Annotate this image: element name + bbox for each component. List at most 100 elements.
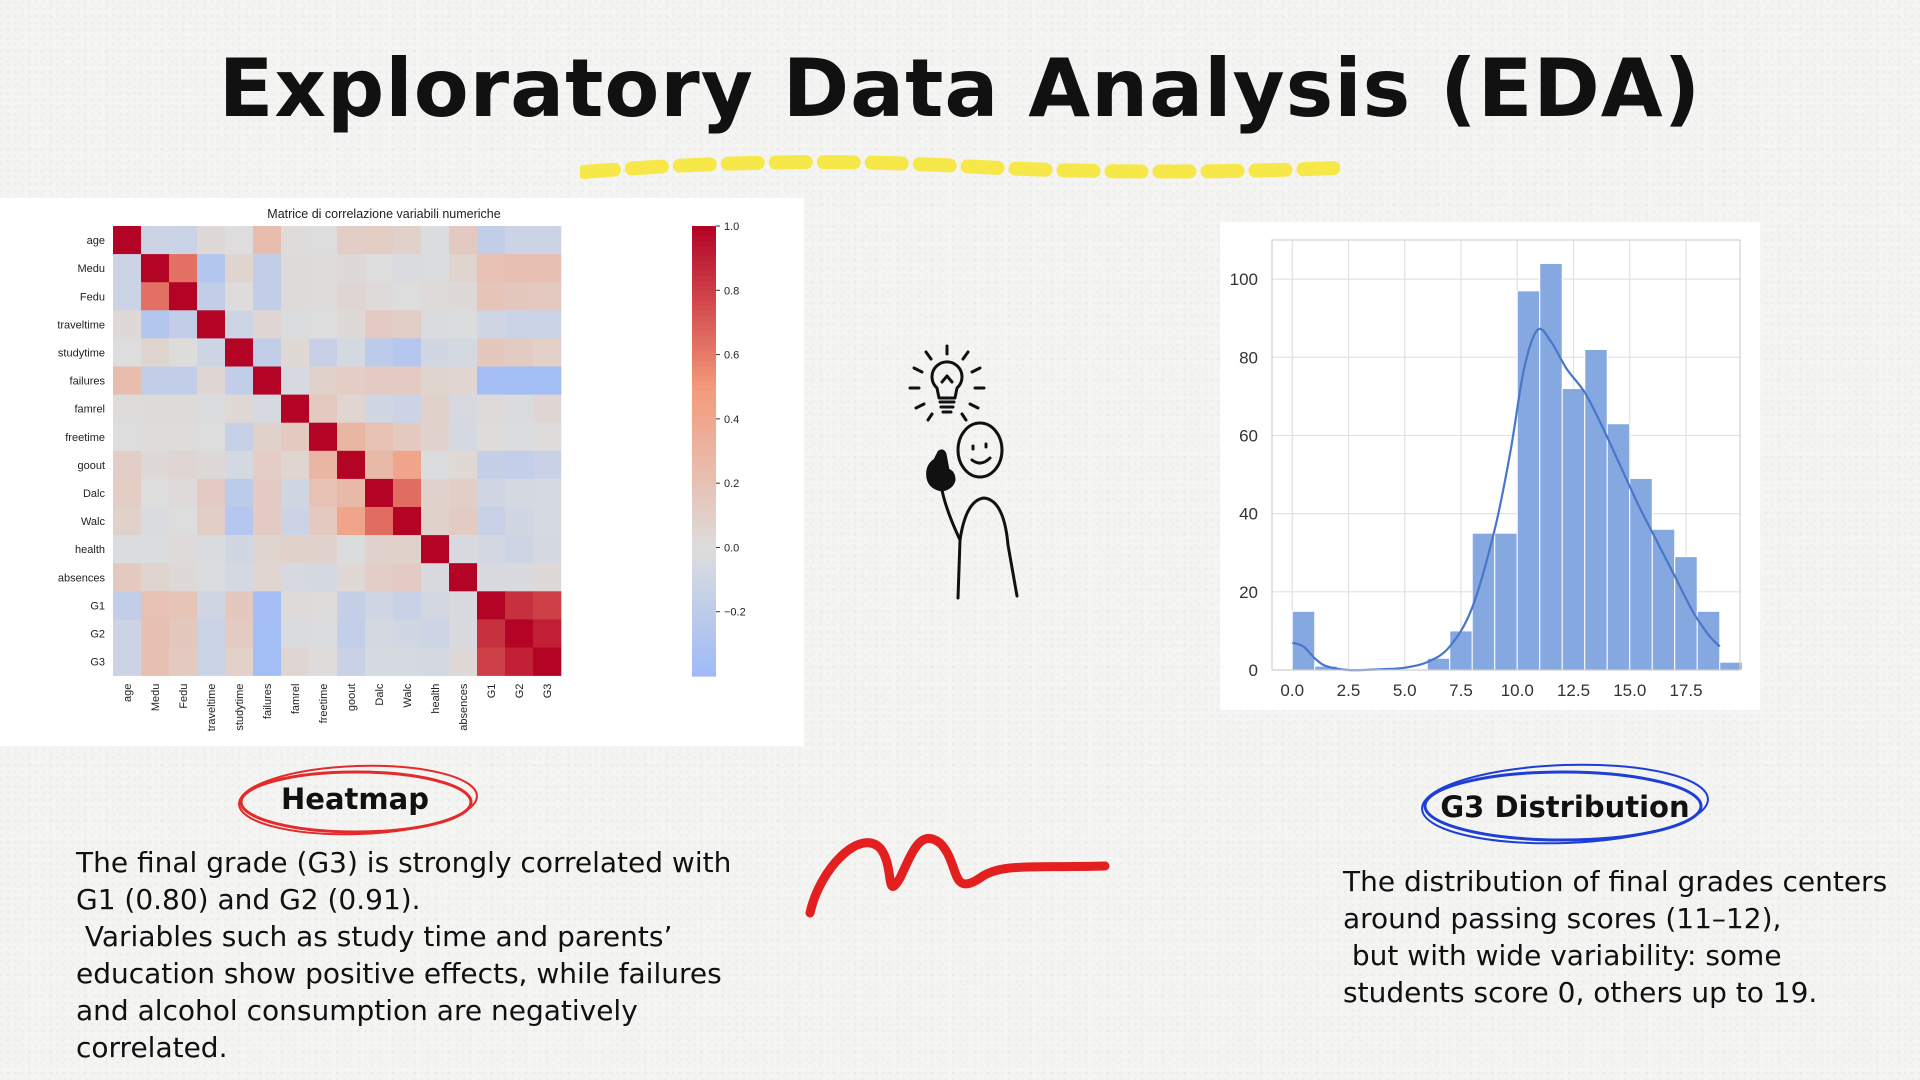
heatmap-cell	[393, 422, 422, 452]
heatmap-cell	[337, 563, 366, 592]
heatmap-cell	[533, 535, 562, 564]
heatmap-cell	[253, 619, 282, 648]
colorbar-segment	[692, 586, 716, 592]
heatmap-cell	[505, 226, 534, 255]
heatmap-cell	[477, 338, 506, 367]
heatmap-label-ellipse	[238, 764, 478, 836]
histogram-bar	[1291, 610, 1316, 671]
colorbar-segment	[692, 526, 716, 532]
heatmap-cell	[365, 647, 394, 676]
colorbar-segment	[692, 361, 716, 367]
heatmap-cell	[197, 282, 226, 311]
heatmap-cell	[337, 282, 366, 311]
heatmap-cell	[113, 338, 142, 367]
heatmap-cell	[533, 647, 562, 676]
heatmap-cell	[365, 226, 394, 255]
y-tick-label: 80	[1239, 348, 1258, 367]
heatmap-row-label: G1	[90, 600, 105, 612]
heatmap-cell	[169, 450, 198, 480]
heatmap-cell	[477, 254, 506, 283]
heatmap-cell	[113, 394, 142, 423]
heatmap-cell	[113, 591, 142, 620]
heatmap-row-label: Walc	[81, 516, 106, 528]
slide-title: Exploratory Data Analysis (EDA)	[218, 42, 1702, 135]
heatmap-cell	[281, 422, 310, 452]
colorbar-segment	[692, 621, 716, 627]
heatmap-cell	[309, 478, 338, 508]
heatmap-cell	[337, 478, 366, 508]
heatmap-cell	[477, 450, 506, 480]
colorbar-segment	[692, 491, 716, 497]
heatmap-cell	[113, 647, 142, 676]
heatmap-cell	[421, 394, 450, 423]
heatmap-cell	[505, 647, 534, 676]
heatmap-cell	[225, 226, 254, 255]
heatmap-cell	[309, 619, 338, 648]
yellow-dashed-underline-icon	[580, 155, 1340, 179]
heatmap-cell	[393, 310, 422, 339]
colorbar-segment	[692, 581, 716, 587]
heatmap-cell	[449, 366, 478, 395]
heatmap-cell	[141, 282, 170, 311]
histogram-bar	[1561, 388, 1586, 671]
heatmap-cell	[253, 394, 282, 423]
heatmap-row-label: failures	[70, 376, 106, 388]
heatmap-row-label: age	[87, 235, 105, 247]
heatmap-cell	[197, 338, 226, 367]
heatmap-cell	[393, 647, 422, 676]
heatmap-cell	[393, 366, 422, 395]
colorbar-segment	[692, 601, 716, 607]
heatmap-cell	[113, 619, 142, 648]
colorbar-segment	[692, 461, 716, 467]
heatmap-cell	[169, 478, 198, 508]
heatmap-row-label: G2	[90, 628, 105, 640]
heatmap-cell	[477, 478, 506, 508]
heatmap-cell	[477, 226, 506, 255]
heatmap-cell	[309, 422, 338, 452]
heatmap-cell	[421, 647, 450, 676]
histogram-chart-panel: 0.0 2.5 5.0 7.5 10.0 12.5 15.0 17.5 0 20 40 60 80 100	[1220, 222, 1760, 710]
heatmap-cell	[393, 338, 422, 367]
heatmap-cell	[533, 394, 562, 423]
heatmap-cell	[421, 338, 450, 367]
heatmap-column-label: famrel	[290, 684, 302, 715]
heatmap-cell	[505, 422, 534, 452]
heatmap-cell	[505, 394, 534, 423]
colorbar-segment	[692, 646, 716, 652]
heatmap-cell	[281, 647, 310, 676]
heatmap-cell	[337, 366, 366, 395]
heatmap-cell	[253, 366, 282, 395]
colorbar-segment	[692, 336, 716, 342]
heatmap-cell	[449, 478, 478, 508]
heatmap-column-label: traveltime	[206, 684, 218, 732]
heatmap-description: The final grade (G3) is strongly correla…	[76, 846, 732, 1064]
heatmap-cell	[365, 254, 394, 283]
heatmap-cell	[505, 366, 534, 395]
heatmap-cell	[309, 394, 338, 423]
heatmap-cell	[253, 647, 282, 676]
heatmap-cell	[169, 310, 198, 339]
colorbar-segment	[692, 441, 716, 447]
heatmap-cell	[141, 507, 170, 536]
heatmap-cell	[449, 338, 478, 367]
heatmap-cell	[281, 310, 310, 339]
heatmap-row-label: studytime	[58, 347, 105, 359]
heatmap-cell	[169, 338, 198, 367]
colorbar-segment	[692, 241, 716, 247]
x-tick-label: 17.5	[1669, 681, 1702, 700]
heatmap-cell	[337, 647, 366, 676]
heatmap-cell	[337, 226, 366, 255]
heatmap-cell	[197, 647, 226, 676]
colorbar-segment	[692, 381, 716, 387]
heatmap-cell	[365, 535, 394, 564]
colorbar-segment	[692, 431, 716, 437]
heatmap-cell	[141, 563, 170, 592]
heatmap-cell	[533, 282, 562, 311]
heatmap-cell	[169, 226, 198, 255]
heatmap-cell	[141, 394, 170, 423]
colorbar-segment	[692, 481, 716, 487]
heatmap-cell	[533, 563, 562, 592]
heatmap-title: Matrice di correlazione variabili numeri…	[267, 207, 500, 221]
colorbar-segment	[692, 571, 716, 577]
colorbar-tick-label: 0.6	[724, 350, 739, 362]
